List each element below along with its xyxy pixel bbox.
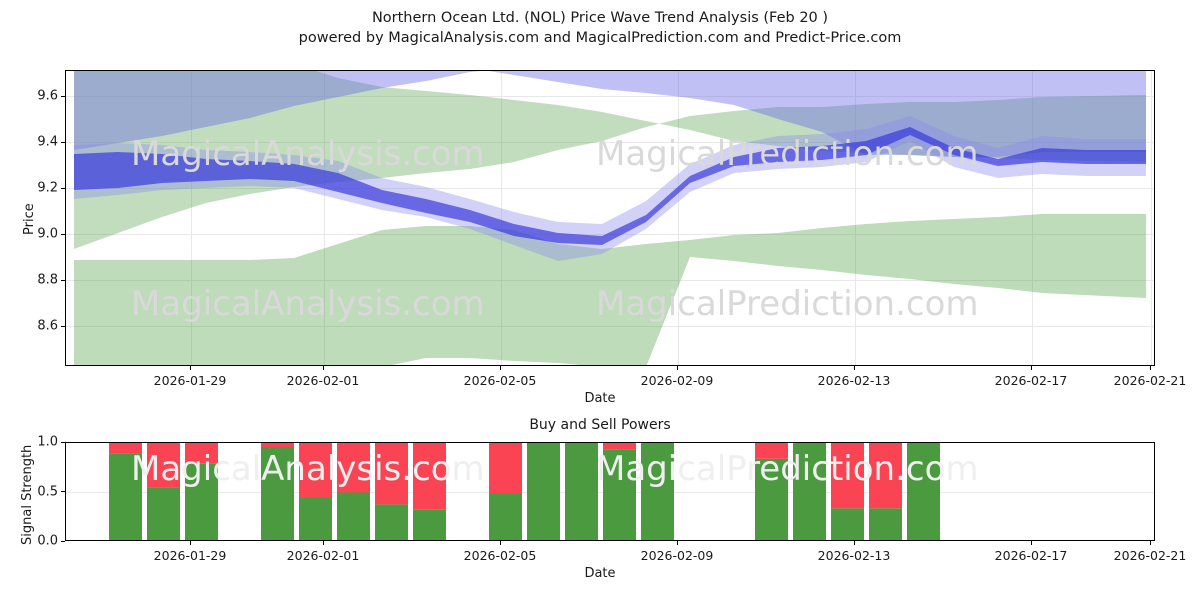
bar-buy-11 — [603, 449, 636, 540]
bar-buy-2 — [185, 463, 218, 540]
page-title: Northern Ocean Ltd. (NOL) Price Wave Tre… — [371, 10, 829, 26]
price-ytick-9.2: 9.2 — [37, 180, 58, 196]
bar-buy-1 — [147, 487, 180, 540]
buy-sell-xtickmark-5 — [1031, 541, 1033, 545]
bar-sell-2 — [185, 443, 218, 464]
bar-sell-4 — [299, 443, 332, 498]
bar-sell-5 — [337, 443, 370, 493]
price-chart-panel: Price 8.6 8.8 9.0 9.2 9.4 9.6 MagicalAna… — [22, 70, 1187, 406]
buy-sell-x-axis-title: Date — [584, 566, 616, 581]
price-xtickmark-4 — [854, 366, 856, 370]
buy-sell-xtickmark-1 — [323, 541, 325, 545]
bar-buy-3 — [261, 447, 294, 540]
bar-buy-12 — [641, 443, 674, 540]
price-xtick-label-0: 2026-01-29 — [153, 373, 227, 388]
buy-sell-svg — [66, 443, 1154, 540]
price-ytickmark-0 — [61, 325, 65, 327]
price-plot-area: MagicalAnalysis.com MagicalPrediction.co… — [65, 70, 1155, 366]
price-xtickmark-1 — [323, 366, 325, 370]
buy-sell-xtick-label-4: 2026-02-13 — [817, 548, 891, 563]
bar-group — [109, 443, 940, 540]
buy-sell-xtick-label-6: 2026-02-21 — [1113, 548, 1187, 563]
price-ytick-8.8: 8.8 — [37, 272, 58, 288]
price-x-axis-title: Date — [584, 391, 616, 406]
bar-buy-5 — [337, 492, 370, 540]
bar-buy-15 — [831, 508, 864, 540]
title-block: Northern Ocean Ltd. (NOL) Price Wave Tre… — [0, 8, 1200, 48]
price-ytickmark-1 — [61, 279, 65, 281]
buy-sell-title: Buy and Sell Powers — [529, 417, 671, 433]
bar-sell-6 — [375, 443, 408, 505]
wave-halo-light-blue — [74, 116, 1146, 261]
buy-sell-ytick-1: 0.5 — [37, 484, 58, 499]
bar-buy-14 — [793, 443, 826, 540]
band-lower-green-base — [74, 214, 1146, 365]
buy-sell-xtickmark-3 — [677, 541, 679, 545]
bar-sell-16 — [869, 443, 902, 509]
price-xtick-label-1: 2026-02-01 — [286, 373, 360, 388]
bar-buy-10 — [565, 443, 598, 540]
price-ytickmark-2 — [61, 233, 65, 235]
bar-buy-4 — [299, 497, 332, 540]
bar-buy-17 — [907, 443, 940, 540]
bar-buy-13 — [755, 458, 788, 540]
price-xtickmark-5 — [1031, 366, 1033, 370]
buy-sell-ytickmark-2 — [61, 441, 65, 443]
bar-sell-3 — [261, 443, 294, 447]
buy-sell-xtick-label-5: 2026-02-17 — [994, 548, 1068, 563]
price-grid — [66, 71, 1154, 365]
price-xtickmark-3 — [677, 366, 679, 370]
band-upper-blue-resistance — [74, 71, 1146, 157]
bar-buy-6 — [375, 504, 408, 540]
price-ytick-9.6: 9.6 — [37, 88, 58, 104]
bar-sell-15 — [831, 443, 864, 509]
price-xtick-label-4: 2026-02-13 — [817, 373, 891, 388]
bar-sell-11 — [603, 443, 636, 450]
price-xtickmark-2 — [500, 366, 502, 370]
buy-sell-xtick-label-2: 2026-02-05 — [463, 548, 537, 563]
bar-sell-8 — [489, 443, 522, 494]
price-ytickmark-5 — [61, 95, 65, 97]
price-ytick-9.4: 9.4 — [37, 134, 58, 150]
buy-sell-ytick-2: 1.0 — [37, 434, 58, 450]
bar-sell-13 — [755, 443, 788, 459]
price-ytickmark-4 — [61, 141, 65, 143]
buy-sell-xtick-label-3: 2026-02-09 — [640, 548, 714, 563]
price-ytick-9.0: 9.0 — [37, 226, 58, 242]
buy-sell-panel: Buy and Sell Powers Signal Strength 0.0 … — [0, 415, 1200, 600]
price-xtickmark-0 — [190, 366, 192, 370]
price-xtick-label-5: 2026-02-17 — [994, 373, 1068, 388]
price-xtick-label-3: 2026-02-09 — [640, 373, 714, 388]
page-subtitle: powered by MagicalAnalysis.com and Magic… — [298, 30, 902, 46]
buy-sell-xtick-label-1: 2026-02-01 — [286, 548, 360, 563]
buy-sell-xtickmark-4 — [854, 541, 856, 545]
buy-sell-xtickmark-2 — [500, 541, 502, 545]
buy-sell-xtickmark-6 — [1150, 541, 1152, 545]
price-ytick-8.6: 8.6 — [37, 318, 58, 334]
bar-sell-0 — [109, 443, 142, 454]
buy-sell-ytickmark-1 — [61, 491, 65, 493]
bar-sell-7 — [413, 443, 446, 510]
bar-buy-7 — [413, 509, 446, 540]
price-ytickmark-3 — [61, 187, 65, 189]
price-wave-svg — [66, 71, 1154, 365]
buy-sell-xtickmark-0 — [190, 541, 192, 545]
price-xtick-label-6: 2026-02-21 — [1113, 373, 1187, 388]
band-upper-green-support — [74, 71, 1146, 249]
buy-sell-ytick-0: 0.0 — [37, 533, 58, 549]
buy-sell-plot-area: MagicalAnalysis.com MagicalPrediction.co… — [65, 442, 1155, 541]
bar-sell-1 — [147, 443, 180, 488]
bar-buy-9 — [527, 443, 560, 540]
price-xtickmark-6 — [1150, 366, 1152, 370]
bar-buy-16 — [869, 508, 902, 540]
buy-sell-xtick-label-0: 2026-01-29 — [153, 548, 227, 563]
bar-buy-8 — [489, 493, 522, 540]
price-xtick-label-2: 2026-02-05 — [463, 373, 537, 388]
bar-buy-0 — [109, 453, 142, 540]
buy-sell-ytickmark-0 — [61, 540, 65, 542]
